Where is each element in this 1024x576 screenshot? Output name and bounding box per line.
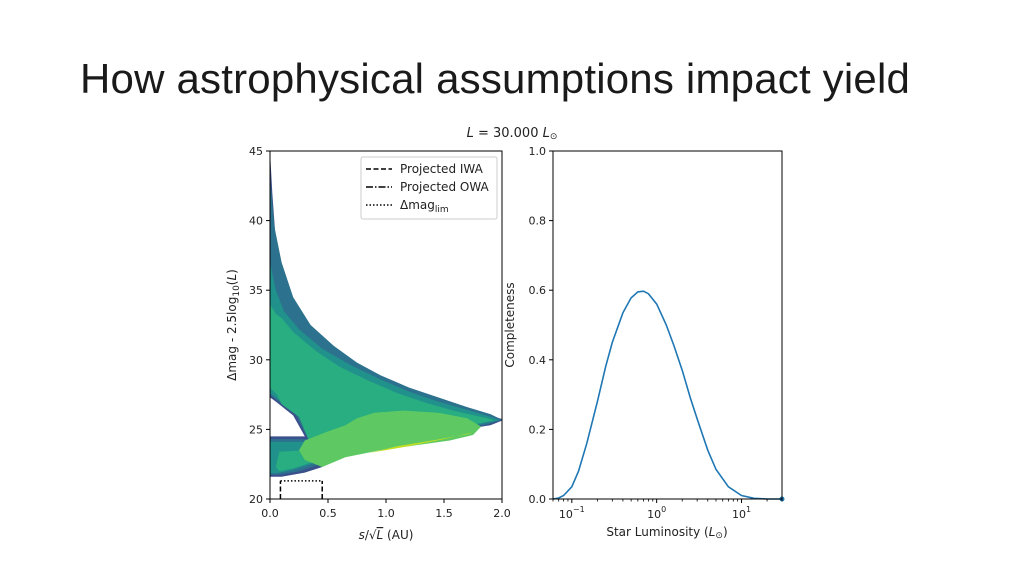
left-y-axis-label: Δmag - 2.5log10(L) — [225, 269, 242, 381]
left-x-tick-label: 1.0 — [377, 507, 395, 520]
left-panel: 0.0 0.5 1.0 1.5 2.0 20 25 30 35 40 45 s/√L (AU) Δ… — [225, 145, 511, 542]
left-x-axis-label: s/√L (AU) — [359, 528, 414, 542]
right-y-tick-label: 0.6 — [529, 284, 547, 297]
right-x-tick-label: 101 — [732, 505, 751, 521]
contour-fills — [270, 151, 502, 477]
completeness-curve — [552, 290, 782, 500]
legend-iwa-label: Projected IWA — [400, 162, 484, 176]
right-y-tick-label: 1.0 — [529, 145, 547, 158]
right-y-ticks: 0.0 0.2 0.4 0.6 0.8 1.0 — [529, 145, 553, 506]
right-y-tick-label: 0.4 — [529, 354, 547, 367]
contour-level-5 — [299, 410, 482, 467]
legend: Projected IWA Projected OWA Δmaglim — [360, 156, 498, 220]
right-x-tick-label: 100 — [647, 505, 666, 521]
slide-title: How astrophysical assumptions impact yie… — [80, 55, 911, 102]
left-y-tick-label: 40 — [249, 215, 263, 228]
left-y-tick-label: 30 — [249, 354, 263, 367]
right-axes-frame — [552, 150, 783, 500]
right-x-tick-label: 10−1 — [559, 505, 585, 521]
right-y-tick-label: 0.0 — [529, 493, 547, 506]
legend-owa-label: Projected OWA — [400, 180, 490, 194]
left-y-tick-label: 45 — [249, 145, 263, 158]
left-y-tick-label: 25 — [249, 423, 263, 436]
left-y-tick-label: 20 — [249, 493, 263, 506]
left-x-tick-label: 0.0 — [261, 507, 279, 520]
right-y-tick-label: 0.2 — [529, 423, 547, 436]
legend-frame — [360, 156, 498, 220]
right-y-tick-label: 0.8 — [529, 215, 547, 228]
left-x-tick-label: 1.5 — [435, 507, 453, 520]
left-y-tick-label: 35 — [249, 284, 263, 297]
left-x-tick-label: 0.5 — [319, 507, 337, 520]
contour-level-4 — [270, 304, 494, 472]
right-y-axis-label: Completeness — [503, 282, 517, 367]
limit-lines — [279, 480, 323, 499]
left-x-tick-label: 2.0 — [493, 507, 511, 520]
right-panel: 10−1 100 101 0.0 0.2 0.4 0.6 0.8 1.0 Star Lumin… — [503, 145, 785, 541]
right-x-axis-label: Star Luminosity (L⊙) — [606, 525, 727, 541]
right-x-ticks: 10−1 100 101 — [552, 499, 783, 521]
figure-suptitle: L = 30.000 L⊙ — [467, 126, 558, 142]
left-x-ticks: 0.0 0.5 1.0 1.5 2.0 — [261, 499, 511, 520]
contour-level-6 — [368, 429, 482, 454]
legend-dmaglim-label: Δmaglim — [400, 198, 449, 215]
left-y-ticks: 20 25 30 35 40 45 — [249, 145, 270, 506]
